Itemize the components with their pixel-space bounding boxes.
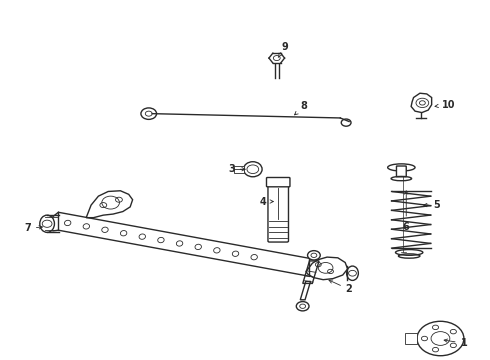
Bar bbox=[234, 166, 244, 173]
Circle shape bbox=[417, 321, 464, 356]
Text: 6: 6 bbox=[403, 191, 410, 231]
Text: 2: 2 bbox=[329, 280, 352, 294]
Text: 3: 3 bbox=[228, 164, 245, 174]
Text: 4: 4 bbox=[260, 197, 273, 207]
Text: 8: 8 bbox=[294, 102, 308, 115]
Text: 5: 5 bbox=[424, 200, 441, 210]
Text: 9: 9 bbox=[278, 42, 288, 58]
FancyBboxPatch shape bbox=[267, 177, 290, 187]
FancyBboxPatch shape bbox=[268, 183, 289, 242]
Text: 7: 7 bbox=[24, 224, 43, 233]
Text: 1: 1 bbox=[444, 338, 467, 348]
Bar bbox=[405, 333, 417, 343]
Text: 10: 10 bbox=[435, 100, 455, 110]
FancyBboxPatch shape bbox=[396, 166, 406, 177]
